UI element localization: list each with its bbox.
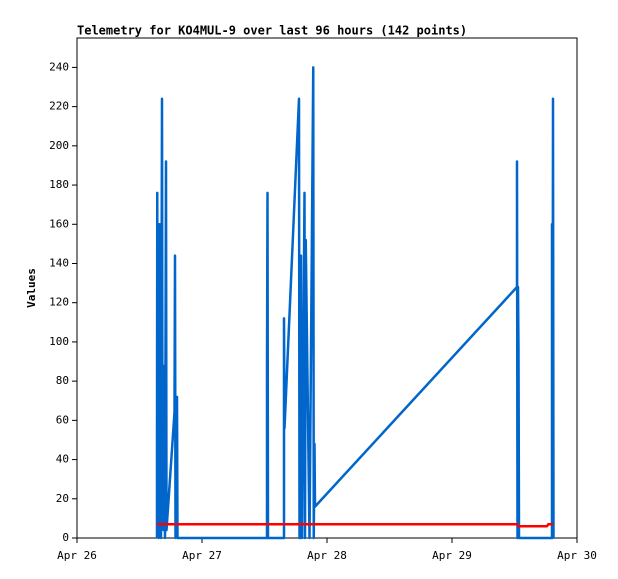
plot-frame	[76, 37, 578, 539]
y-axis-label: Values	[25, 268, 38, 308]
y-tick-label: 180	[49, 178, 69, 191]
y-tick-label: 200	[49, 139, 69, 152]
chart-title: Telemetry for KO4MUL-9 over last 96 hour…	[77, 24, 467, 38]
x-tick-label: Apr 28	[307, 549, 347, 562]
y-tick-label: 60	[56, 413, 69, 426]
y-tick-label: 240	[49, 60, 69, 73]
x-tick-label: Apr 29	[432, 549, 472, 562]
series-line	[155, 66, 555, 540]
y-tick-label: 220	[49, 100, 69, 113]
y-tick-label: 100	[49, 335, 69, 348]
y-tick-label: 160	[49, 217, 69, 230]
series-line	[157, 523, 554, 528]
y-tick-label: 40	[56, 453, 69, 466]
y-tick-label: 80	[56, 374, 69, 387]
y-tick-label: 140	[49, 256, 69, 269]
y-tick-label: 120	[49, 296, 69, 309]
y-tick-label: 0	[62, 531, 69, 544]
x-tick-label: Apr 26	[57, 549, 97, 562]
x-tick-label: Apr 30	[557, 549, 597, 562]
y-tick-label: 20	[56, 492, 69, 505]
x-tick-label: Apr 27	[182, 549, 222, 562]
